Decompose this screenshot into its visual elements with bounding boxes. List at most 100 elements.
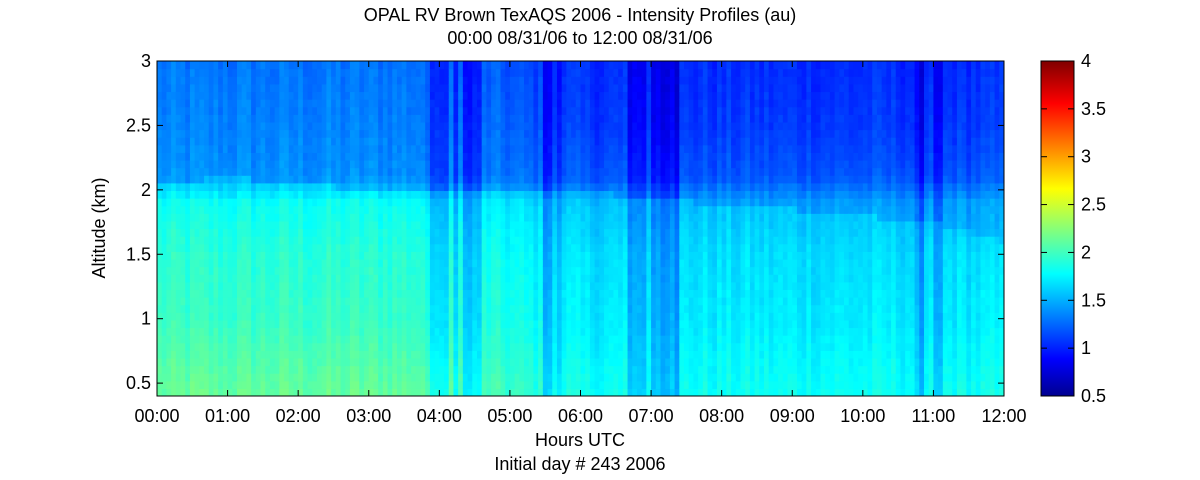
heatmap-cell	[458, 258, 464, 268]
heatmap-cell	[528, 190, 535, 199]
heatmap-cell	[505, 68, 511, 77]
heatmap-cell	[194, 167, 200, 176]
heatmap-cell	[434, 121, 440, 131]
heatmap-cell	[354, 198, 360, 207]
heatmap-cell	[326, 236, 332, 245]
heatmap-cell	[411, 159, 417, 169]
heatmap-cell	[194, 274, 200, 283]
heatmap-cell	[495, 357, 502, 367]
heatmap-cell	[194, 198, 200, 207]
heatmap-cell	[467, 327, 473, 336]
heatmap-cell	[171, 365, 177, 374]
heatmap-cell	[180, 152, 186, 161]
heatmap-cell	[585, 388, 591, 396]
heatmap-cell	[448, 121, 455, 131]
heatmap-cell	[326, 312, 332, 321]
heatmap-cell	[232, 190, 238, 199]
heatmap-cell	[401, 61, 407, 70]
heatmap-cell	[444, 144, 450, 153]
heatmap-cell	[241, 297, 248, 306]
heatmap-cell	[575, 213, 582, 222]
heatmap-cell	[274, 289, 280, 298]
heatmap-cell	[524, 114, 530, 123]
heatmap-cell	[542, 159, 549, 169]
heatmap-cell	[594, 152, 600, 161]
heatmap-cell	[401, 258, 407, 268]
heatmap-cell	[674, 68, 680, 77]
heatmap-cell	[575, 380, 582, 389]
heatmap-cell	[222, 68, 229, 77]
heatmap-cell	[589, 281, 596, 291]
heatmap-cell	[208, 243, 215, 252]
heatmap-cell	[218, 258, 224, 268]
heatmap-cell	[528, 99, 535, 108]
heatmap-cell	[387, 319, 393, 329]
heatmap-cell	[467, 91, 473, 100]
heatmap-cell	[669, 297, 676, 306]
heatmap-cell	[260, 319, 266, 329]
heatmap-cell	[472, 304, 478, 313]
heatmap-cell	[580, 121, 586, 131]
heatmap-cell	[486, 68, 492, 77]
heatmap-cell	[495, 319, 502, 329]
heatmap-cell	[260, 198, 266, 207]
heatmap-cell	[589, 350, 596, 359]
heatmap-cell	[387, 91, 393, 100]
heatmap-cell	[580, 198, 586, 207]
heatmap-cell	[429, 190, 436, 199]
heatmap-cell	[651, 213, 657, 222]
heatmap-cell	[566, 220, 572, 230]
heatmap-cell	[519, 380, 525, 389]
heatmap-cell	[406, 61, 412, 70]
heatmap-cell	[561, 190, 567, 199]
heatmap-cell	[189, 251, 196, 260]
heatmap-cell	[354, 319, 360, 329]
heatmap-cell	[613, 228, 619, 237]
heatmap-cell	[618, 213, 624, 222]
heatmap-cell	[448, 76, 455, 85]
heatmap-cell	[175, 335, 182, 344]
heatmap-cell	[161, 266, 168, 275]
heatmap-cell	[604, 342, 610, 351]
heatmap-cell	[547, 266, 553, 275]
heatmap-cell	[481, 335, 487, 344]
heatmap-cell	[655, 83, 662, 93]
heatmap-cell	[688, 289, 695, 298]
heatmap-cell	[312, 350, 318, 359]
heatmap-cell	[265, 258, 271, 268]
heatmap-cell	[302, 274, 309, 283]
heatmap-cell	[227, 342, 233, 351]
heatmap-cell	[542, 190, 549, 199]
heatmap-cell	[420, 327, 426, 336]
heatmap-cell	[284, 289, 290, 298]
heatmap-cell	[396, 61, 403, 70]
heatmap-cell	[684, 258, 690, 268]
heatmap-cell	[481, 243, 487, 252]
heatmap-cell	[166, 388, 172, 396]
heatmap-cell	[453, 297, 459, 306]
heatmap-cell	[208, 304, 215, 313]
heatmap-cell	[293, 61, 299, 70]
heatmap-cell	[269, 289, 276, 298]
heatmap-cell	[651, 159, 657, 169]
heatmap-cell	[364, 152, 370, 161]
heatmap-cell	[279, 251, 285, 260]
heatmap-cell	[373, 373, 379, 382]
heatmap-cell	[524, 76, 530, 85]
heatmap-cell	[608, 319, 615, 329]
heatmap-cell	[265, 312, 271, 321]
heatmap-cell	[387, 213, 393, 222]
heatmap-cell	[688, 258, 695, 268]
heatmap-cell	[575, 357, 582, 367]
heatmap-cell	[255, 388, 262, 396]
heatmap-cell	[538, 91, 544, 100]
heatmap-cell	[533, 167, 539, 176]
heatmap-cell	[218, 243, 224, 252]
heatmap-cell	[208, 76, 215, 85]
heatmap-cell	[175, 152, 182, 161]
heatmap-cell	[312, 137, 318, 146]
heatmap-cell	[302, 236, 309, 245]
heatmap-cell	[632, 342, 638, 351]
heatmap-cell	[660, 388, 666, 396]
heatmap-cell	[566, 258, 572, 268]
